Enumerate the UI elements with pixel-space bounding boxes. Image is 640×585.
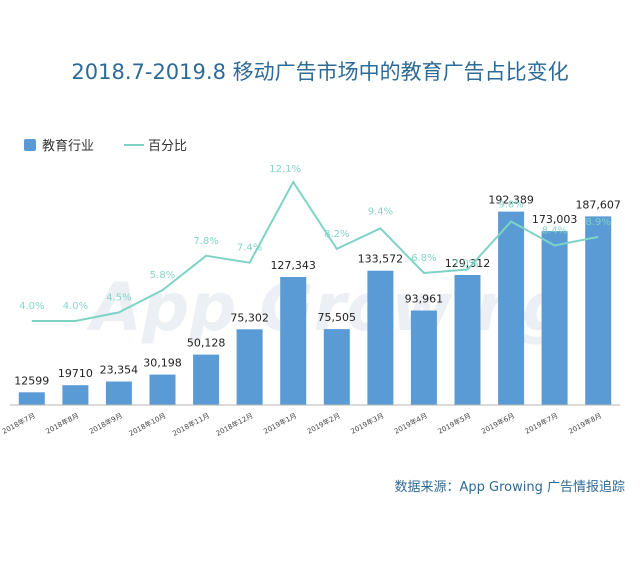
bar-value-label: 93,961 [405,293,444,306]
bar [62,385,89,405]
bar [18,392,45,405]
x-tick-label: 2019年7月 [523,411,559,436]
bar [410,310,437,405]
bar-value-label: 75,505 [318,311,357,324]
percent-value-label: 9.8% [498,200,523,211]
bar-value-label: 187,607 [575,198,621,211]
x-tick-label: 2018年8月 [44,411,80,436]
x-tick-label: 2018年12月 [214,411,254,438]
legend-bar-label: 教育行业 [42,138,94,154]
source-note: 数据来源：App Growing 广告情报追踪 [395,479,625,495]
bar [149,374,176,405]
bar-value-label: 133,572 [358,253,404,266]
bar-value-label: 19710 [58,367,93,380]
bar [323,329,350,405]
percent-series [31,180,599,322]
legend: 教育行业 百分比 [24,138,187,154]
bar-value-label: 23,354 [100,364,139,377]
x-tick-label: 2019年3月 [349,411,385,436]
percent-value-label: 4.5% [106,292,131,303]
percent-value-label: 7.0% [453,259,478,270]
percent-line [31,180,599,322]
bar-value-label: 129,312 [445,257,491,270]
x-tick-label: 2018年9月 [88,411,124,436]
percent-value-label: 7.8% [193,236,218,247]
bar-value-label: 12599 [14,374,49,387]
percent-value-label: 7.4% [237,243,262,254]
bar [585,216,612,405]
bar-value-label: 173,003 [532,213,578,226]
bar [367,270,394,405]
bar-value-labels: 12599 19710 23,354 30,198 50,128 75,302 127,34… [14,194,621,388]
x-tick-label: 2018年10月 [127,411,167,438]
x-tick-label: 2019年4月 [393,411,429,436]
percent-value-label: 8.2% [324,229,349,240]
chart-title: 2018.7-2019.8 移动广告市场中的教育广告占比变化 [71,60,568,84]
percent-value-label: 6.8% [411,253,436,264]
bar [280,277,307,405]
percent-value-labels: 4.0% 4.0% 4.5% 5.8% 7.8% 7.4% 12.1% 8.2% 9.4% 6.8… [19,164,611,312]
x-tick-label: 2019年1月 [262,411,298,436]
bar [498,211,525,405]
percent-value-label: 9.4% [368,206,393,217]
x-tick-label: 2019年8月 [567,411,603,436]
x-tick-label: 2018年11月 [171,411,211,438]
bar-value-label: 50,128 [187,337,226,350]
percent-value-label: 8.4% [542,226,567,237]
percent-value-label: 5.8% [150,270,175,281]
bar-value-label: 192,389 [488,194,534,207]
legend-bar-swatch [24,139,36,151]
x-tick-labels: 2018年7月 2018年8月 2018年9月 2018年10月 2018年11月 201… [0,411,603,438]
bar [193,354,220,405]
legend-line-label: 百分比 [148,139,187,154]
x-tick-label: 2019年2月 [305,411,341,436]
percent-value-label: 4.0% [63,301,88,312]
percent-value-label: 12.1% [269,164,301,175]
percent-value-label: 4.0% [19,301,44,312]
bar [454,275,481,405]
bar-value-label: 30,198 [143,357,182,370]
bar-value-label: 75,302 [230,311,269,324]
percent-value-label: 8.9% [585,217,610,228]
bar [541,231,568,405]
bar-series [18,211,612,405]
x-tick-label: 2019年5月 [436,411,472,436]
bar [105,381,132,405]
bar-value-label: 127,343 [270,259,316,272]
x-tick-label: 2018年7月 [0,411,36,436]
x-tick-label: 2019年6月 [480,411,516,436]
bar [236,329,263,405]
